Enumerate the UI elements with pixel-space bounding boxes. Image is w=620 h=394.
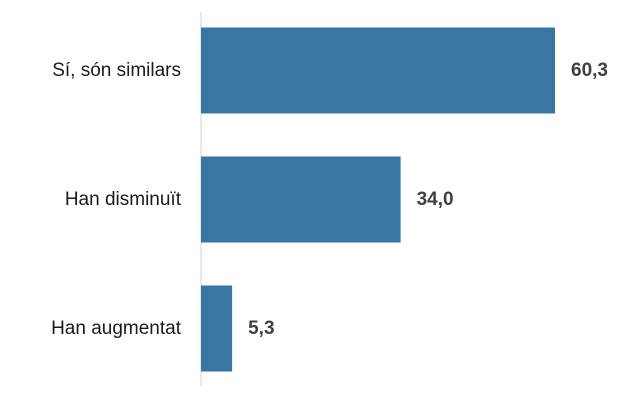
category-label: Han augmentat bbox=[51, 318, 182, 339]
value-label: 34,0 bbox=[417, 189, 454, 210]
bars-group: Sí, són similars 60,3 Han disminuït 34,0 Han… bbox=[51, 27, 608, 372]
category-label: Han disminuït bbox=[65, 189, 182, 210]
value-label: 5,3 bbox=[248, 318, 274, 339]
value-label: 60,3 bbox=[571, 60, 608, 81]
bar bbox=[201, 156, 401, 243]
category-label: Sí, són similars bbox=[52, 60, 181, 81]
bar bbox=[201, 285, 233, 372]
bar bbox=[201, 27, 555, 114]
